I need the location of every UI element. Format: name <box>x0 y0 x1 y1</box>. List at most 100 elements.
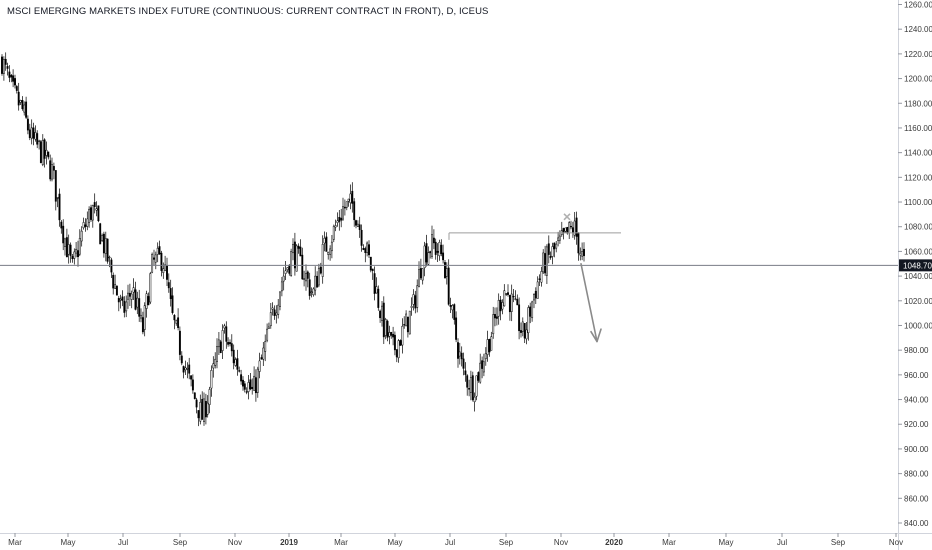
annotations-layer <box>0 213 898 343</box>
candle <box>581 251 584 257</box>
candle <box>143 305 146 330</box>
candle <box>495 316 498 319</box>
candle <box>408 310 411 335</box>
candle <box>492 314 495 335</box>
candle <box>516 299 519 306</box>
candle <box>355 220 357 226</box>
candle <box>238 370 241 372</box>
candle <box>267 326 270 329</box>
candle <box>162 268 165 273</box>
candle <box>214 358 217 366</box>
candle <box>156 247 159 255</box>
x-tick-label: May <box>387 538 402 547</box>
candle <box>330 241 333 252</box>
candle <box>295 245 298 272</box>
candle <box>26 118 29 131</box>
candle <box>262 347 265 360</box>
candle <box>507 292 509 295</box>
candle <box>475 375 478 397</box>
candle <box>469 377 472 393</box>
candle <box>178 330 181 355</box>
candle <box>321 244 324 277</box>
candle <box>210 370 213 389</box>
candle <box>342 206 344 220</box>
candle <box>54 170 57 202</box>
candle <box>542 252 545 273</box>
candle <box>273 309 276 316</box>
candle <box>301 254 304 280</box>
candle <box>104 238 107 254</box>
candle <box>225 326 228 342</box>
candle <box>190 375 193 380</box>
candle <box>299 246 302 257</box>
candle <box>308 279 311 296</box>
candle <box>236 358 239 370</box>
candle <box>529 306 532 317</box>
candle <box>381 305 383 321</box>
candle <box>392 333 395 338</box>
candle <box>292 244 294 254</box>
candle <box>432 237 435 244</box>
x-tick-label: Sep <box>173 538 188 547</box>
candle <box>497 300 500 317</box>
candle <box>52 166 55 171</box>
candle <box>160 252 163 271</box>
current-price-label: 1048.70 <box>903 261 932 270</box>
candle <box>533 294 535 301</box>
candle <box>266 328 269 341</box>
candle <box>12 75 15 82</box>
candle <box>336 220 339 223</box>
y-tick-label: 1000.00 <box>904 321 932 330</box>
candle <box>505 293 508 295</box>
y-tick-label: 1240.00 <box>904 25 932 34</box>
x-tick-label: Mar <box>662 538 676 547</box>
candle <box>473 396 476 403</box>
candle <box>47 151 50 158</box>
candle <box>264 341 267 352</box>
candle <box>390 331 393 336</box>
candle <box>555 243 558 249</box>
candle <box>141 317 144 333</box>
x-axis[interactable]: Mar May Jul Sep Nov 2019 Mar May Jul Sep Nov 2020 Ma… <box>8 533 903 547</box>
candle <box>364 248 367 253</box>
candle <box>429 251 432 254</box>
candle <box>197 410 200 419</box>
candle <box>123 300 126 313</box>
candle <box>399 340 402 346</box>
candle <box>571 227 574 234</box>
y-tick-label: 1060.00 <box>904 247 932 256</box>
candle <box>10 74 13 78</box>
candle <box>36 133 39 145</box>
candle <box>67 244 70 255</box>
candle <box>138 298 141 317</box>
candle <box>568 222 571 234</box>
candle <box>25 101 28 118</box>
candle <box>223 325 226 329</box>
candle <box>115 285 118 296</box>
candle <box>377 288 380 308</box>
candle <box>140 314 142 319</box>
candle <box>134 289 137 310</box>
candle <box>549 256 552 258</box>
candle <box>531 301 534 319</box>
candle <box>527 307 530 333</box>
candle <box>147 296 150 306</box>
candle <box>254 377 257 394</box>
candle <box>99 223 102 245</box>
candle <box>343 206 346 209</box>
candle <box>8 71 11 78</box>
candle <box>154 254 157 263</box>
y-axis[interactable]: 840.00 860.00 880.00 900.00 920.00 940.00 960.… <box>898 1 932 529</box>
x-tick-label: Mar <box>8 538 22 547</box>
candle <box>93 202 96 207</box>
candle <box>547 243 550 255</box>
candle <box>553 242 556 250</box>
candle <box>323 237 326 244</box>
candle <box>406 316 409 333</box>
candle <box>251 386 254 390</box>
y-tick-label: 880.00 <box>904 470 929 479</box>
chart-title: MSCI EMERGING MARKETS INDEX FUTURE (CONT… <box>7 6 489 17</box>
candle <box>297 245 300 249</box>
